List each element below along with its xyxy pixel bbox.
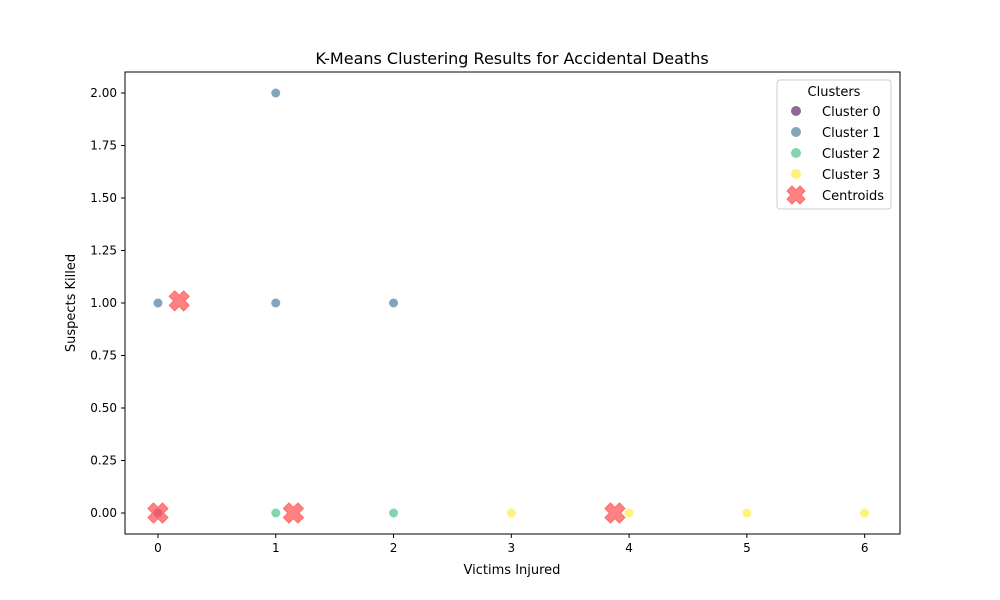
x-axis-label: Victims Injured [464, 563, 561, 578]
data-marks [147, 88, 870, 524]
y-tick-label: 1.50 [90, 191, 117, 205]
legend: Clusters Cluster 0 Cluster 1 Cluster 2 Clus… [776, 79, 892, 210]
legend-box [776, 79, 892, 210]
point-cluster-3 [742, 508, 752, 518]
legend-label-cluster-0: Cluster 0 [822, 105, 881, 120]
y-axis-label: Suspects Killed [64, 254, 79, 352]
point-cluster-2 [389, 508, 399, 518]
legend-label-cluster-3: Cluster 3 [822, 168, 881, 183]
legend-marker-cluster-3 [791, 169, 801, 179]
y-tick-label: 2.00 [90, 86, 117, 100]
point-cluster-3 [624, 508, 634, 518]
centroid-marker [604, 502, 626, 524]
point-cluster-2 [271, 508, 281, 518]
point-cluster-1 [271, 298, 281, 308]
centroid-marker [282, 502, 305, 524]
legend-label-centroids: Centroids [822, 189, 884, 204]
legend-title: Clusters [808, 85, 861, 100]
y-tick-label: 0.75 [90, 349, 117, 363]
legend-marker-cluster-1 [791, 127, 801, 137]
y-tick-label: 1.25 [90, 244, 117, 258]
x-tick-label: 6 [861, 541, 869, 555]
x-tick-label: 1 [272, 541, 280, 555]
y-tick-label: 1.00 [90, 296, 117, 310]
point-cluster-3 [506, 508, 516, 518]
x-tick-label: 0 [154, 541, 162, 555]
legend-marker-cluster-0 [791, 106, 801, 116]
legend-marker-centroids [786, 185, 806, 205]
legend-label-cluster-2: Cluster 2 [822, 147, 881, 162]
point-cluster-1 [153, 298, 163, 308]
x-axis-ticks: 0 1 2 3 4 5 6 [154, 534, 868, 555]
point-cluster-1 [271, 88, 281, 98]
y-tick-label: 0.50 [90, 401, 117, 415]
x-tick-label: 3 [508, 541, 516, 555]
y-tick-label: 1.75 [90, 139, 117, 153]
legend-marker-cluster-2 [791, 148, 801, 158]
legend-label-cluster-1: Cluster 1 [822, 126, 881, 141]
y-tick-label: 0.25 [90, 454, 117, 468]
point-cluster-3 [860, 508, 870, 518]
centroid-marker [147, 502, 169, 524]
y-axis-ticks: 0.00 0.25 0.50 0.75 1.00 1.25 1.50 1.75 2.00 [90, 86, 125, 520]
x-tick-label: 5 [743, 541, 751, 555]
y-tick-label: 0.00 [90, 506, 117, 520]
chart-title: K-Means Clustering Results for Accidenta… [315, 49, 708, 68]
point-cluster-1 [389, 298, 399, 308]
x-tick-label: 4 [625, 541, 633, 555]
x-tick-label: 2 [390, 541, 398, 555]
centroid-marker [168, 290, 190, 312]
